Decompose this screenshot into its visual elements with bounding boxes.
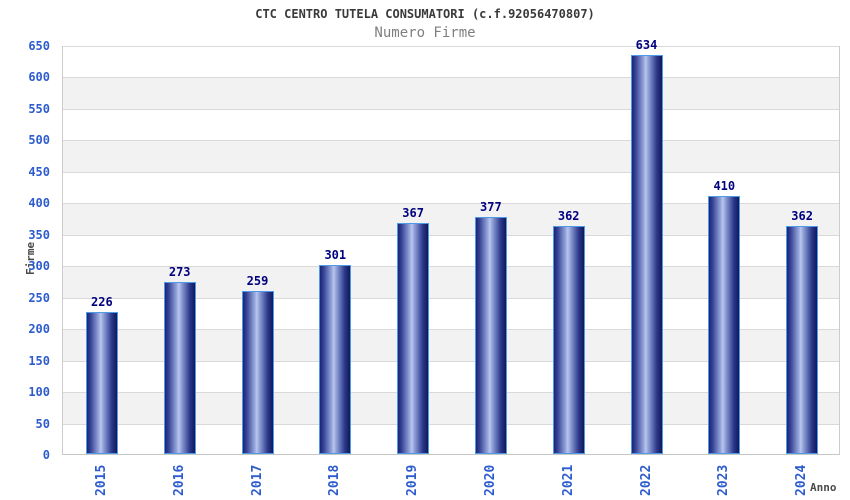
y-tick-label: 150 [28,353,50,368]
y-tick-label: 400 [28,196,50,211]
y-tick-label: 250 [28,290,50,305]
y-tick-label: 50 [35,416,50,431]
y-tick-label: 600 [28,70,50,85]
gridline [63,423,839,425]
bar [474,216,507,454]
y-tick-label: 300 [28,259,50,274]
bar-value-label: 259 [246,274,269,289]
x-tick-label: 2017 [249,464,265,496]
x-axis-title: Anno [810,481,837,494]
bar-value-label: 367 [402,206,424,221]
bar-value-label: 634 [635,38,658,53]
y-tick-label: 200 [28,322,50,337]
x-tick-label: 2018 [327,464,343,496]
bar [397,223,430,454]
gridline [63,46,839,47]
gridline [63,203,839,205]
x-tick-label: 2020 [482,464,498,496]
bar-value-label: 362 [557,209,580,224]
bar [552,226,585,454]
y-tick-label: 0 [42,448,50,462]
bar [163,282,196,454]
gridline [63,266,839,268]
gridline [63,171,839,173]
chart-subtitle: Numero Firme [374,25,476,41]
grid-band [63,77,839,109]
y-tick-label: 350 [28,227,50,242]
y-tick-label: 450 [28,164,50,179]
x-tick-label: 2019 [405,464,421,496]
gridline [63,360,839,362]
bar [241,291,274,454]
gridline [63,77,839,79]
x-tick-label: 2023 [716,464,732,496]
plot-area: 226 2015 273 2016 259 2017 301 2018 367 2019 377 20… [62,38,840,496]
gridline [63,329,839,331]
gridline [63,234,839,236]
gridline [63,140,839,142]
grid-band [63,140,839,172]
bar-value-label: 226 [91,294,113,309]
bar [85,311,118,454]
bar-value-label: 377 [480,199,502,214]
bar-value-label: 301 [324,247,347,262]
gridline [63,297,839,299]
gridline [63,392,839,394]
y-tick-label: 500 [28,133,50,148]
bar-value-label: 273 [168,265,191,280]
x-tick-label: 2021 [560,464,576,496]
x-tick-label: 2015 [93,464,109,496]
y-tick-label: 550 [28,101,50,116]
bar [630,55,663,454]
chart-title: CTC CENTRO TUTELA CONSUMATORI (c.f.92056… [255,7,595,21]
x-tick-label: 2022 [638,464,654,496]
bar-value-label: 410 [713,179,736,194]
bar [708,196,741,454]
x-tick-label: 2024 [794,464,810,496]
y-tick-label: 100 [28,385,50,400]
bar [319,264,352,454]
bar [786,226,819,454]
gridline [63,108,839,110]
x-tick-label: 2016 [171,464,187,496]
y-tick-label: 650 [28,39,50,53]
bar-value-label: 362 [791,209,813,224]
